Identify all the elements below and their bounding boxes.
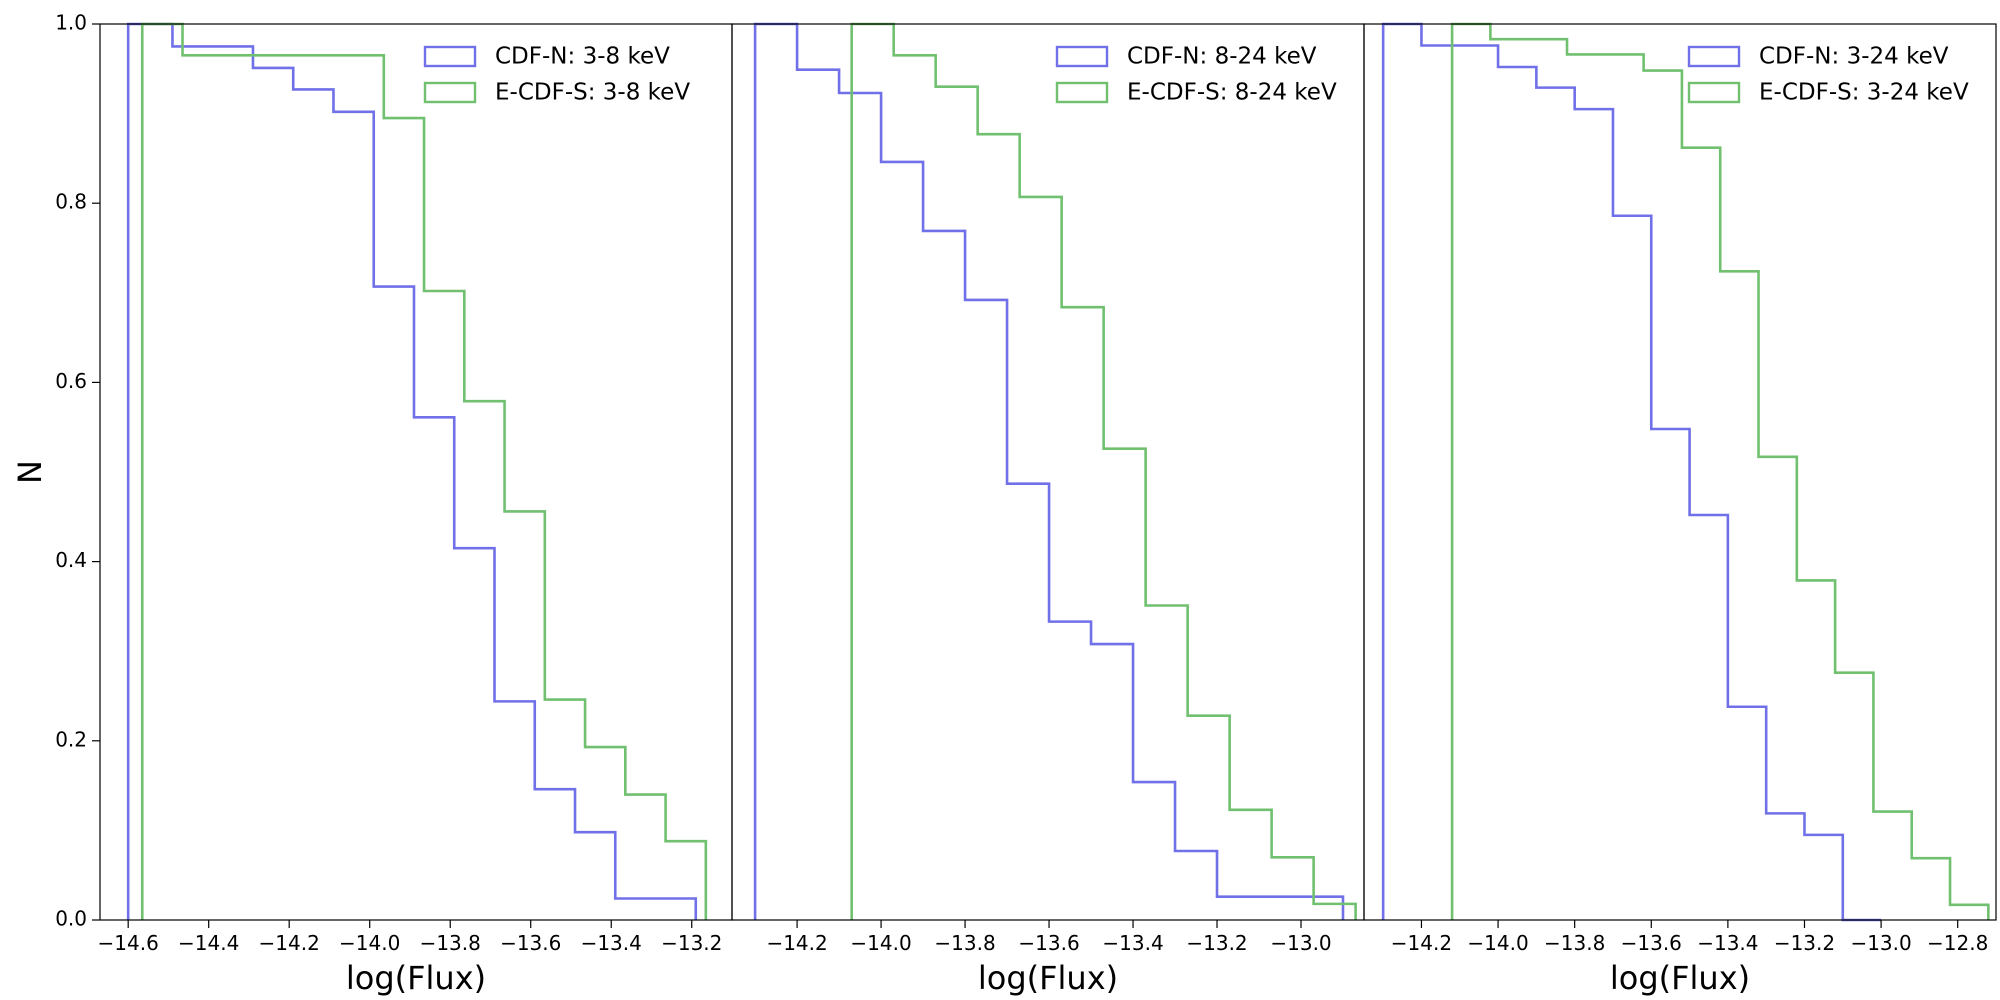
panel-1: −14.6 −14.4 −14.2 −14.0 −13.8 −13.6 −13.4 −13.2… [98, 22, 733, 997]
y-tick-label: 1.0 [55, 11, 87, 35]
x-tick-label: −14.2 [259, 931, 320, 955]
x-tick-label: −13.8 [934, 931, 995, 955]
legend-swatch-cdfn [423, 45, 477, 68]
y-axis-label: N [11, 460, 49, 484]
x-tick-label: −13.4 [1697, 931, 1758, 955]
legend: CDF-N: 3-24 keV E-CDF-S: 3-24 keV [1687, 44, 1969, 106]
x-tick-label: −13.0 [1850, 931, 1911, 955]
x-tick-label: −13.6 [1621, 931, 1682, 955]
x-tick-label: −14.2 [766, 931, 827, 955]
panel-3: −14.2 −14.0 −13.8 −13.6 −13.4 −13.2 −13.0 −12.8… [1363, 22, 1997, 997]
x-tick-label: −14.0 [850, 931, 911, 955]
step-series-cdfn [126, 22, 698, 920]
x-tick-label: −14.6 [98, 931, 159, 955]
x-tick-label: −13.4 [1102, 931, 1163, 955]
x-axis-label: log(Flux) [346, 959, 486, 997]
x-axis-label: log(Flux) [1610, 959, 1750, 997]
y-tick-label: 0.2 [55, 727, 87, 751]
x-tick-label: −14.0 [339, 931, 400, 955]
legend-swatch-ecdfs [1055, 81, 1109, 104]
y-tick-label: 0.4 [55, 548, 87, 572]
x-tick-label: −12.8 [1927, 931, 1988, 955]
x-axis-label: log(Flux) [978, 959, 1118, 997]
legend-label: E-CDF-S: 3-8 keV [495, 80, 690, 106]
legend: CDF-N: 8-24 keV E-CDF-S: 8-24 keV [1055, 44, 1337, 106]
y-tick-label: 0.8 [55, 190, 87, 214]
x-tick-label: −13.0 [1270, 931, 1331, 955]
x-tick-label: −13.2 [1186, 931, 1247, 955]
x-tick-label: −14.4 [178, 931, 239, 955]
step-series-ecdfs [140, 22, 708, 920]
legend-label: CDF-N: 3-24 keV [1759, 44, 1949, 70]
y-tick-label: 0.0 [55, 907, 87, 931]
step-series-ecdfs [850, 22, 1357, 920]
legend-swatch-ecdfs [423, 81, 477, 104]
step-series-cdfn [753, 22, 1345, 920]
x-tick-label: −13.6 [1018, 931, 1079, 955]
step-series-ecdfs [1450, 22, 1990, 920]
panel-2: −14.2 −14.0 −13.8 −13.6 −13.4 −13.2 −13.0 log(F… [731, 22, 1365, 997]
legend-label: CDF-N: 8-24 keV [1127, 44, 1317, 70]
panel-frame [1363, 23, 1997, 921]
x-tick-label: −13.8 [420, 931, 481, 955]
x-tick-label: −13.2 [661, 931, 722, 955]
legend-swatch-cdfn [1687, 45, 1741, 68]
y-tick-label: 0.6 [55, 369, 87, 393]
x-tick-label: −13.6 [500, 931, 561, 955]
x-tick-label: −13.4 [581, 931, 642, 955]
x-tick-label: −13.2 [1774, 931, 1835, 955]
x-tick-label: −14.0 [1467, 931, 1528, 955]
x-tick-label: −13.8 [1544, 931, 1605, 955]
legend-swatch-cdfn [1055, 45, 1109, 68]
legend-label: E-CDF-S: 8-24 keV [1127, 80, 1337, 106]
x-tick-label: −14.2 [1391, 931, 1452, 955]
legend-swatch-ecdfs [1687, 81, 1741, 104]
legend-label: E-CDF-S: 3-24 keV [1759, 80, 1969, 106]
legend-label: CDF-N: 3-8 keV [495, 44, 670, 70]
plot-layer: N0.00.20.40.60.81.0−14.6 −14.4 −14.2 −14.0−… [11, 11, 1997, 997]
step-series-cdfn [1381, 22, 1882, 922]
legend: CDF-N: 3-8 keV E-CDF-S: 3-8 keV [423, 44, 690, 106]
